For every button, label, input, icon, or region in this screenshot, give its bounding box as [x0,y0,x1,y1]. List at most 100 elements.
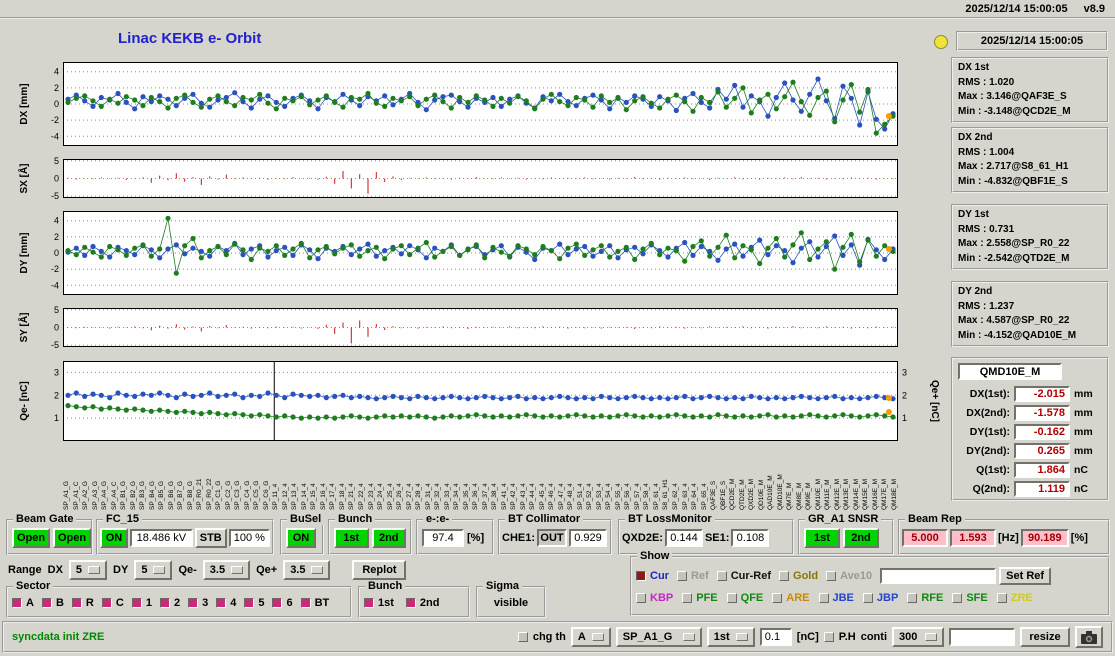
checkbox-6[interactable]: 6 [272,597,293,609]
checkbox-sfe[interactable]: SFE [952,592,988,604]
checkbox-indicator[interactable] [101,597,112,608]
replot-button[interactable]: Replot [352,560,407,580]
beam-gate-open2-button[interactable]: Open [53,527,91,548]
stat-min: Min : -4.152@QAD10E_M [958,329,1077,341]
plot-qe[interactable]: 3 2 1 3 2 1 Qe- [nC] Qe+ [nC] [19,361,940,441]
checkbox-indicator[interactable] [300,597,311,608]
checkbox-cur-ref[interactable]: Cur-Ref [716,570,771,582]
checkbox-5[interactable]: 5 [244,597,264,609]
camera-button[interactable] [1075,626,1103,648]
bunch-2nd-button[interactable]: 2nd [371,527,406,548]
checkbox-indicator[interactable] [636,570,646,581]
fc15-stb-button[interactable]: STB [194,527,227,548]
fc15-on-button[interactable]: ON [100,527,128,548]
bpm-label: SP_51_4 [576,483,584,510]
checkbox-1st[interactable]: 1st [364,597,394,609]
svg-text:2: 2 [54,390,59,400]
bunch-select-dropdown[interactable]: 1st [706,627,755,647]
checkbox-indicator[interactable] [676,570,687,581]
checkbox-indicator[interactable] [244,597,255,608]
checkbox-indicator[interactable] [726,593,737,603]
checkbox-indicator[interactable] [188,597,199,608]
checkbox-indicator[interactable] [364,597,374,608]
bpm-select-dropdown[interactable]: SP_A1_G [615,627,702,647]
aux-input[interactable] [949,628,1015,646]
checkbox-zre[interactable]: ZRE [996,592,1033,604]
gr-a1-snsr-label: GR_A1 SNSR [805,513,882,525]
target-dropdown[interactable]: A [570,627,611,647]
checkbox-indicator[interactable] [216,597,227,608]
titlebar: 2025/12/14 15:00:05 v8.9 [0,0,1115,19]
checkbox-pfe[interactable]: PFE [682,592,718,604]
checkbox-indicator[interactable] [131,597,142,608]
checkbox-gold[interactable]: Gold [779,570,818,582]
ph-checkbox[interactable] [823,632,834,642]
set-ref-button[interactable]: Set Ref [999,566,1052,585]
bunch-1st-button[interactable]: 1st [334,527,369,548]
checkbox-indicator[interactable] [405,597,416,608]
checkbox-a[interactable]: A [12,597,34,609]
sigma-visible-toggle[interactable]: visible [493,596,529,609]
bpm-label: SP_38_4 [491,483,499,510]
checkbox-2nd[interactable]: 2nd [405,597,439,609]
checkbox-indicator[interactable] [41,597,52,608]
ref-name-input[interactable] [880,567,997,584]
range-qem-dropdown[interactable]: 3.5 [202,560,251,580]
plot-sy[interactable]: 5 0 -5 SY [Å] [17,305,898,350]
checkbox-are[interactable]: ARE [772,592,810,604]
svg-text:SY [Å]: SY [Å] [17,313,30,343]
checkbox-cur[interactable]: Cur [636,570,669,582]
qmd-panel: QMD10E_M DX(1st): -2.015 mm DX(2nd): -1.… [951,357,1109,501]
checkbox-r[interactable]: R [71,597,94,609]
bpm-label: SP_14_4 [300,483,308,510]
range-qep-dropdown[interactable]: 3.5 [283,560,331,580]
busel-on-button[interactable]: ON [286,527,316,548]
plot-dx[interactable]: 4 2 0 -2 -4 DX [mm] [19,62,898,146]
checkbox-jbe[interactable]: JBE [818,592,854,604]
range-dx-dropdown[interactable]: 5 [68,560,108,580]
checkbox-indicator[interactable] [772,593,783,603]
checkbox-indicator[interactable] [996,593,1007,603]
interval-dropdown[interactable]: 300 [892,627,944,647]
checkbox-indicator[interactable] [952,593,963,603]
plot-dy[interactable]: 4 2 0 -2 -4 DY [mm] [19,211,898,295]
checkbox-jbp[interactable]: JBP [862,592,898,604]
checkbox-indicator[interactable] [818,593,829,603]
checkbox-b[interactable]: B [41,597,64,609]
checkbox-c[interactable]: C [101,597,124,609]
checkbox-indicator[interactable] [907,593,918,603]
busel-group: BuSel ON [280,513,325,555]
checkbox-indicator[interactable] [71,597,82,608]
bpm-label: QM12E_M [833,478,841,510]
checkbox-rfe[interactable]: RFE [907,592,943,604]
checkbox-indicator[interactable] [779,570,790,581]
checkbox-indicator[interactable] [636,593,646,603]
plot-sx[interactable]: 5 0 -5 SX [Å] [17,156,898,201]
bpm-label: SP_52_4 [586,483,594,510]
checkbox-indicator[interactable] [12,597,22,608]
checkbox-4[interactable]: 4 [216,597,236,609]
conti-label[interactable]: conti [860,631,887,643]
bpm-label: SP_25_4 [386,483,394,510]
checkbox-1[interactable]: 1 [131,597,152,609]
checkbox-indicator[interactable] [862,593,873,603]
checkbox-indicator[interactable] [159,597,170,608]
beam-gate-open1-button[interactable]: Open [12,527,50,548]
checkbox-bt[interactable]: BT [300,597,329,609]
checkbox-ref[interactable]: Ref [676,570,709,582]
gr-a1-1st-button[interactable]: 1st [804,527,840,548]
checkbox-qfe[interactable]: QFE [726,592,763,604]
resize-button[interactable]: resize [1020,627,1070,647]
checkbox-indicator[interactable] [716,570,727,581]
checkbox-indicator[interactable] [272,597,283,608]
threshold-input[interactable] [759,628,792,646]
gr-a1-2nd-button[interactable]: 2nd [843,527,879,548]
chg-th-checkbox[interactable] [517,632,528,642]
checkbox-2[interactable]: 2 [159,597,180,609]
checkbox-3[interactable]: 3 [188,597,208,609]
range-dy-dropdown[interactable]: 5 [134,560,173,580]
checkbox-ave10[interactable]: Ave10 [826,570,872,582]
checkbox-indicator[interactable] [826,570,837,581]
checkbox-indicator[interactable] [682,593,693,603]
checkbox-kbp[interactable]: KBP [636,592,673,604]
